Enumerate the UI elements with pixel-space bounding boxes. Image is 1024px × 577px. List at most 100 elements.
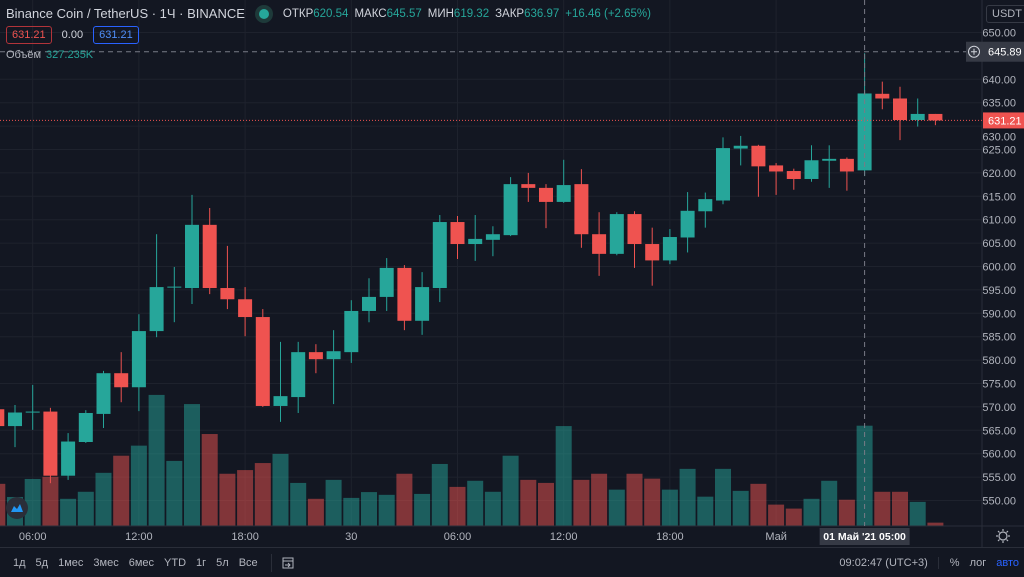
volume-bar <box>24 478 41 526</box>
volume-bar <box>715 468 731 526</box>
candle-body <box>627 214 642 245</box>
range-all[interactable]: Все <box>238 556 258 569</box>
volume-bar <box>0 483 6 526</box>
candle-body <box>255 317 270 406</box>
time-tick-label: 18:00 <box>656 531 684 543</box>
candle-body <box>167 286 182 288</box>
range-6m[interactable]: 6мес <box>128 556 155 569</box>
open-value: 620.54 <box>313 7 349 20</box>
crosshair-time-badge <box>819 528 910 545</box>
crosshair: 631.21 645.89 01 Май '21 05:00 <box>0 0 1024 545</box>
symbol-title[interactable]: Binance Coin / TetherUS · 1Ч · BINANCE <box>6 6 245 21</box>
volume-bar <box>290 482 307 526</box>
spread-value: 0.00 <box>61 29 84 41</box>
price-tick-label: 600.00 <box>982 262 1016 274</box>
candle-body <box>804 160 819 179</box>
price-axis[interactable]: 650.00 640.00 635.00 630.00 625.00 620.00 615.… <box>982 28 1016 508</box>
candle-body <box>308 352 323 360</box>
volume-bar <box>821 480 838 526</box>
buy-button[interactable]: 631.21 <box>93 26 139 44</box>
price-tick-label: 550.00 <box>982 496 1016 508</box>
volume-bar <box>661 489 678 526</box>
crosshair-price-badge <box>966 41 1024 62</box>
candle-body <box>539 187 553 202</box>
candle-body <box>397 267 412 321</box>
candle-body <box>485 234 500 240</box>
range-1m[interactable]: 1мес <box>58 556 84 569</box>
time-tick-label: Май <box>765 531 787 543</box>
time-tick-label: 12:00 <box>125 531 153 543</box>
volume-bar <box>927 522 944 526</box>
clock-timezone[interactable]: 09:02:47 (UTC+3) <box>839 556 939 569</box>
candle-body <box>556 185 571 202</box>
volume-bar <box>431 463 448 526</box>
volume-bar <box>909 501 926 526</box>
volume-label[interactable]: Объём <box>6 49 42 61</box>
volume-bar <box>361 492 377 526</box>
candle-body <box>273 396 288 406</box>
volume-bar <box>874 491 891 526</box>
volume-bar <box>184 404 200 526</box>
candle-body <box>362 296 376 311</box>
volume-bar <box>219 473 236 526</box>
range-1y[interactable]: 1г <box>196 556 207 569</box>
log-toggle[interactable]: лог <box>969 556 987 569</box>
volume-bar <box>378 494 395 526</box>
range-1d[interactable]: 1д <box>13 556 26 569</box>
candle-body <box>839 158 854 172</box>
volume-bar <box>502 455 519 526</box>
auto-scale-toggle[interactable]: авто <box>996 556 1019 569</box>
grid-lines <box>0 0 982 526</box>
candle-body <box>928 113 943 121</box>
currency-button[interactable]: USDT <box>986 5 1024 23</box>
candle-body <box>751 145 766 167</box>
candle-body <box>344 310 359 353</box>
sell-button[interactable]: 631.21 <box>6 26 52 44</box>
range-5y[interactable]: 5л <box>216 556 229 569</box>
volume-legend: Объём 327.235K <box>6 49 93 61</box>
range-ytd[interactable]: YTD <box>164 556 187 569</box>
volume-bars <box>0 394 944 526</box>
volume-bar <box>520 479 537 526</box>
price-tick-label: 620.00 <box>982 168 1016 180</box>
volume-bar <box>343 497 360 526</box>
candle-body <box>609 214 624 254</box>
candles <box>0 53 943 484</box>
candle-body <box>0 409 5 427</box>
axis-settings-icon[interactable] <box>996 529 1010 543</box>
candle-body <box>468 238 483 245</box>
volume-bar <box>856 425 873 526</box>
volume-bar <box>892 491 908 526</box>
candle-body <box>291 352 306 398</box>
candle-body <box>8 412 22 427</box>
volume-bar <box>697 496 714 526</box>
percent-toggle[interactable]: % <box>949 556 960 569</box>
time-tick-label: 06:00 <box>444 531 472 543</box>
range-5d[interactable]: 5д <box>35 556 49 569</box>
volume-value: 327.235K <box>46 49 94 61</box>
candle-body <box>96 373 111 414</box>
price-tick-label: 610.00 <box>982 215 1016 227</box>
price-tick-label: 575.00 <box>982 379 1016 391</box>
price-tick-label: 635.00 <box>982 98 1016 110</box>
plus-icon <box>971 48 977 55</box>
candle-body <box>574 184 589 235</box>
volume-bar <box>60 498 77 526</box>
tradingview-logo-icon[interactable] <box>6 497 28 519</box>
candlestick-chart[interactable]: 650.00 640.00 635.00 630.00 625.00 620.00 615.… <box>0 0 1024 547</box>
candle-body <box>662 237 677 261</box>
calendar-goto-icon[interactable] <box>270 553 294 572</box>
volume-bar <box>555 426 572 526</box>
volume-bar <box>113 455 130 526</box>
candle-body <box>202 224 217 289</box>
volume-bar <box>591 473 608 526</box>
bottom-toolbar: 1д 5д 1мес 3мес 6мес YTD 1г 5л Все 09:02… <box>0 547 1024 577</box>
range-3m[interactable]: 3мес <box>93 556 119 569</box>
volume-bar <box>644 478 661 526</box>
symbol-legend: Binance Coin / TetherUS · 1Ч · BINANCE О… <box>6 6 657 21</box>
time-tick-label: 06:00 <box>19 531 47 543</box>
volume-bar <box>449 486 466 526</box>
time-axis[interactable]: 06:00 12:00 18:00 30 06:00 12:00 18:00 Май <box>19 531 787 543</box>
candle-body <box>893 98 907 121</box>
volume-bar <box>95 472 112 526</box>
